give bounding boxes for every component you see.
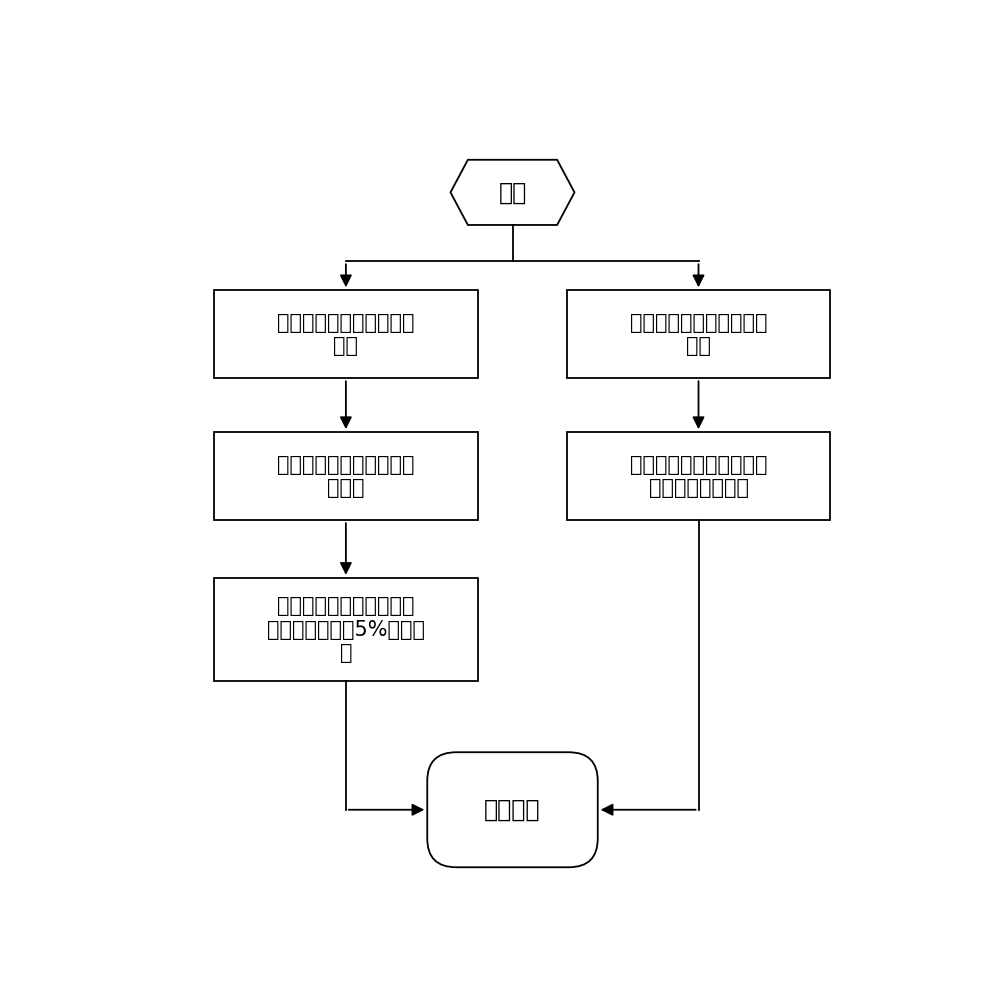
FancyBboxPatch shape [427,752,598,868]
Text: 建立不同运行年限电缆样
本库: 建立不同运行年限电缆样 本库 [277,313,415,356]
FancyBboxPatch shape [214,578,478,681]
Text: 建立不同接头位置电缆样
本库: 建立不同接头位置电缆样 本库 [630,313,767,356]
Text: 测试局部放电定位结果与
实际位置偏差结果: 测试局部放电定位结果与 实际位置偏差结果 [630,454,767,498]
Text: 不同样本组分别采用正态
分布拟合，获得5%判定阈
值: 不同样本组分别采用正态 分布拟合，获得5%判定阈 值 [267,597,425,662]
Polygon shape [450,159,574,225]
FancyBboxPatch shape [214,290,478,378]
FancyBboxPatch shape [567,432,830,520]
Text: 开始: 开始 [498,180,527,204]
Text: 测试样本库振荡电压下局
部放电: 测试样本库振荡电压下局 部放电 [277,454,415,498]
Text: 判定标准: 判定标准 [484,798,541,822]
FancyBboxPatch shape [214,432,478,520]
FancyBboxPatch shape [567,290,830,378]
